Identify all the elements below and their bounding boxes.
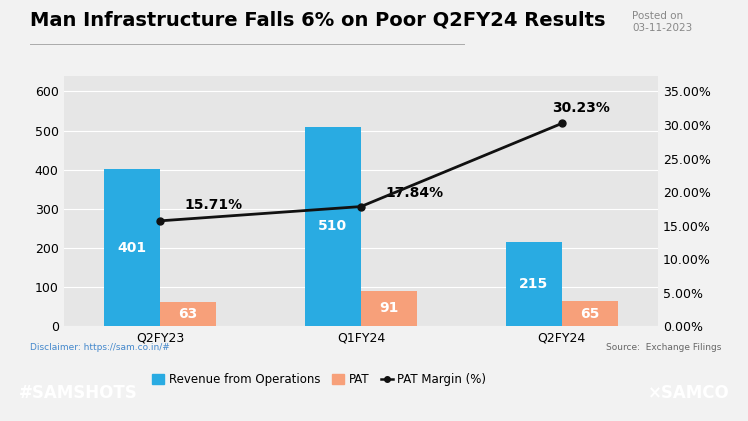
Bar xyxy=(304,127,361,326)
Bar xyxy=(562,301,618,326)
Text: 15.71%: 15.71% xyxy=(184,198,242,212)
Text: Man Infrastructure Falls 6% on Poor Q2FY24 Results: Man Infrastructure Falls 6% on Poor Q2FY… xyxy=(30,11,605,29)
Text: #SAMSHOTS: #SAMSHOTS xyxy=(19,384,138,402)
Text: 03-11-2023: 03-11-2023 xyxy=(632,23,693,33)
Bar xyxy=(104,169,160,326)
Text: 30.23%: 30.23% xyxy=(552,101,610,115)
Text: 401: 401 xyxy=(117,241,147,255)
Text: 215: 215 xyxy=(519,277,548,291)
Text: 63: 63 xyxy=(179,307,197,321)
Text: 17.84%: 17.84% xyxy=(385,186,443,200)
Legend: Revenue from Operations, PAT, PAT Margin (%): Revenue from Operations, PAT, PAT Margin… xyxy=(147,368,491,391)
Text: 91: 91 xyxy=(379,301,399,315)
Text: Source:  Exchange Filings: Source: Exchange Filings xyxy=(607,343,722,352)
Text: Disclaimer: https://sam.co.in/#: Disclaimer: https://sam.co.in/# xyxy=(30,343,170,352)
Bar xyxy=(361,290,417,326)
Text: 65: 65 xyxy=(580,306,600,320)
Bar xyxy=(160,301,216,326)
Text: 510: 510 xyxy=(318,219,347,234)
Text: ×SAMCO: ×SAMCO xyxy=(648,384,729,402)
Bar xyxy=(506,242,562,326)
Text: Posted on: Posted on xyxy=(632,11,683,21)
